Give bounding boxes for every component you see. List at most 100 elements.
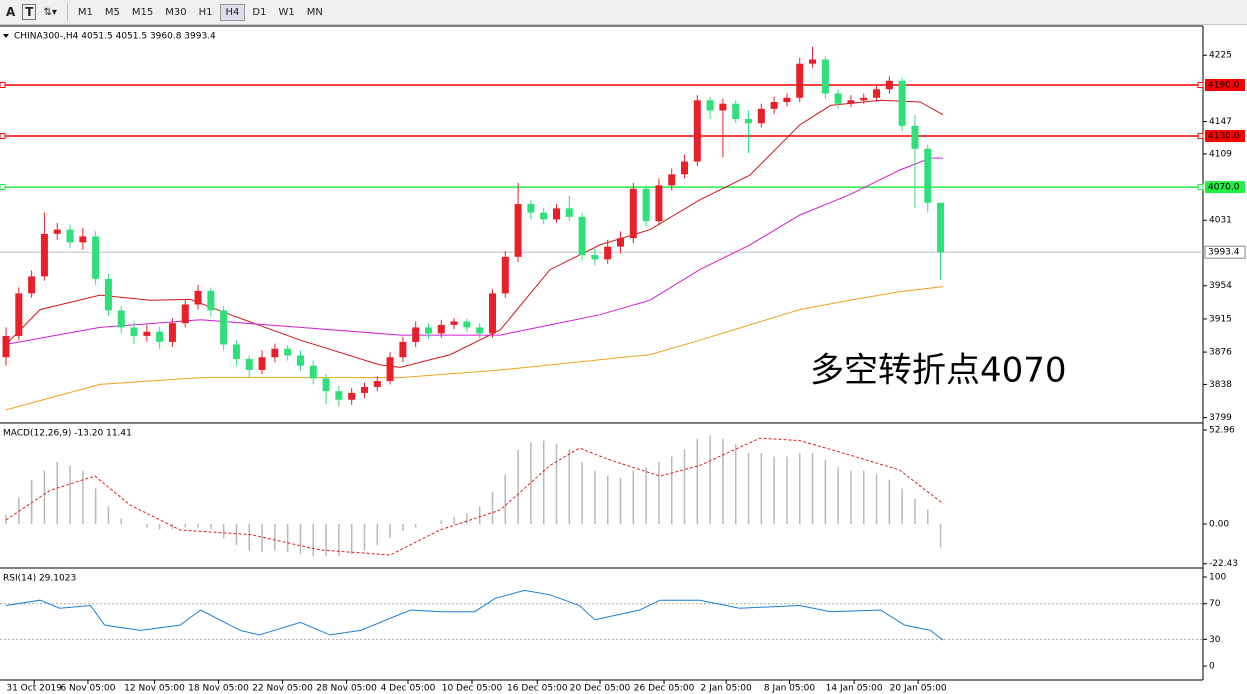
candle-body bbox=[322, 378, 330, 392]
y-tick-label: 0 bbox=[1209, 662, 1215, 672]
y-tick-label: 3799 bbox=[1209, 413, 1232, 423]
timeframe-button[interactable]: M5 bbox=[104, 6, 120, 18]
candle-body bbox=[757, 108, 765, 124]
candle-body bbox=[783, 97, 791, 103]
timeframe-button[interactable]: MN bbox=[306, 6, 323, 18]
candle-body bbox=[92, 236, 100, 279]
y-tick-label: 4147 bbox=[1209, 117, 1232, 127]
timeframe-button[interactable]: W1 bbox=[278, 6, 295, 18]
candle-body bbox=[463, 321, 471, 328]
panel-title: MACD(12,26,9) -13.20 11.41 bbox=[3, 429, 132, 439]
candle-body bbox=[360, 386, 368, 393]
level-label-box bbox=[1205, 130, 1245, 143]
x-tick-label: 16 Dec 05:00 bbox=[507, 684, 568, 694]
level-handle bbox=[1197, 133, 1204, 140]
level-label: 4130.0 bbox=[1208, 132, 1240, 142]
candle-body bbox=[770, 102, 778, 109]
candle-body bbox=[706, 100, 714, 111]
candle-body bbox=[348, 392, 356, 400]
x-tick-label: 4 Dec 05:00 bbox=[381, 684, 436, 694]
candle-body bbox=[732, 103, 740, 120]
candle-body bbox=[437, 324, 445, 334]
candle-body bbox=[66, 229, 74, 243]
candle-body bbox=[181, 304, 189, 324]
timeframe-button[interactable]: H4 bbox=[219, 3, 246, 21]
candle-body bbox=[399, 341, 407, 358]
candle-body bbox=[194, 290, 202, 305]
candle-body bbox=[130, 327, 138, 336]
candle-body bbox=[412, 327, 420, 342]
menu-arrow bbox=[3, 34, 9, 38]
timeframe-button[interactable]: D1 bbox=[252, 6, 267, 18]
candle-body bbox=[373, 381, 381, 387]
candle-body bbox=[488, 293, 496, 334]
candle-body bbox=[284, 348, 292, 356]
candle-body bbox=[617, 238, 625, 247]
x-tick-label: 6 Nov 05:00 bbox=[60, 684, 115, 694]
timeframe-button[interactable]: H1 bbox=[198, 6, 213, 18]
level-label: 4190.0 bbox=[1208, 80, 1240, 90]
candle-body bbox=[527, 204, 535, 213]
candle-body bbox=[53, 229, 61, 234]
y-tick-label: 4109 bbox=[1209, 149, 1232, 159]
x-tick-label: 22 Nov 05:00 bbox=[252, 684, 313, 694]
y-tick-label: -22.43 bbox=[1209, 559, 1238, 569]
candle-body bbox=[258, 357, 266, 370]
y-tick-label: 30 bbox=[1209, 635, 1221, 645]
candle-body bbox=[476, 327, 484, 334]
candle-body bbox=[681, 161, 689, 175]
last-price-label: 3993.4 bbox=[1208, 248, 1240, 258]
level-handle bbox=[1197, 81, 1204, 88]
candle-body bbox=[40, 233, 48, 277]
tool-button[interactable]: T bbox=[22, 4, 37, 20]
x-tick-label: 28 Nov 05:00 bbox=[316, 684, 377, 694]
candle-body bbox=[540, 212, 548, 220]
candle-body bbox=[719, 103, 727, 111]
y-tick-label: 52.96 bbox=[1209, 426, 1235, 436]
y-tick-label: 3915 bbox=[1209, 314, 1232, 324]
x-tick-label: 20 Jan 05:00 bbox=[890, 684, 947, 694]
candle-body bbox=[104, 278, 112, 311]
x-tick-label: 26 Dec 05:00 bbox=[634, 684, 695, 694]
last-price-box bbox=[1204, 245, 1246, 259]
y-tick-label: 3954 bbox=[1209, 281, 1232, 291]
x-tick-label: 10 Dec 05:00 bbox=[442, 684, 503, 694]
y-tick-label: 70 bbox=[1209, 599, 1221, 609]
timeframe-button[interactable]: M30 bbox=[165, 6, 187, 18]
timeframe-button[interactable]: M1 bbox=[77, 6, 93, 18]
candle-body bbox=[271, 348, 279, 358]
candle-body bbox=[604, 246, 612, 260]
candle-body bbox=[514, 204, 522, 257]
candle-body bbox=[79, 236, 87, 243]
tool-button[interactable]: A bbox=[6, 5, 16, 19]
rsi-line bbox=[5, 589, 944, 641]
level-label-box bbox=[1205, 78, 1245, 91]
candle-body bbox=[629, 188, 637, 239]
candle-body bbox=[309, 365, 317, 379]
candle-body bbox=[296, 355, 304, 366]
candle-body bbox=[860, 97, 868, 101]
candle-body bbox=[565, 208, 573, 217]
candle-body bbox=[117, 310, 125, 328]
candle-body bbox=[2, 335, 10, 358]
timeframe-button[interactable]: M15 bbox=[131, 6, 154, 18]
candle-body bbox=[847, 100, 855, 104]
y-tick-label: 3876 bbox=[1209, 348, 1232, 358]
candle-body bbox=[898, 80, 906, 126]
y-tick-label: 0.00 bbox=[1209, 519, 1229, 529]
level-handle bbox=[0, 133, 6, 140]
level-handle bbox=[0, 184, 6, 191]
candle-body bbox=[207, 290, 215, 311]
candle-body bbox=[745, 119, 753, 124]
tool-icon[interactable]: ⇅▾ bbox=[43, 6, 57, 18]
x-tick-label: 14 Jan 05:00 bbox=[826, 684, 883, 694]
candle-body bbox=[911, 125, 919, 149]
candle-body bbox=[642, 188, 650, 222]
x-tick-label: 31 Oct 2019 bbox=[6, 684, 62, 694]
x-tick-label: 8 Jan 05:00 bbox=[764, 684, 816, 694]
candle-body bbox=[578, 216, 586, 256]
annotation: 多空转折点4070 bbox=[810, 351, 1067, 391]
level-label: 4070.0 bbox=[1208, 183, 1240, 193]
candle-body bbox=[693, 100, 701, 162]
